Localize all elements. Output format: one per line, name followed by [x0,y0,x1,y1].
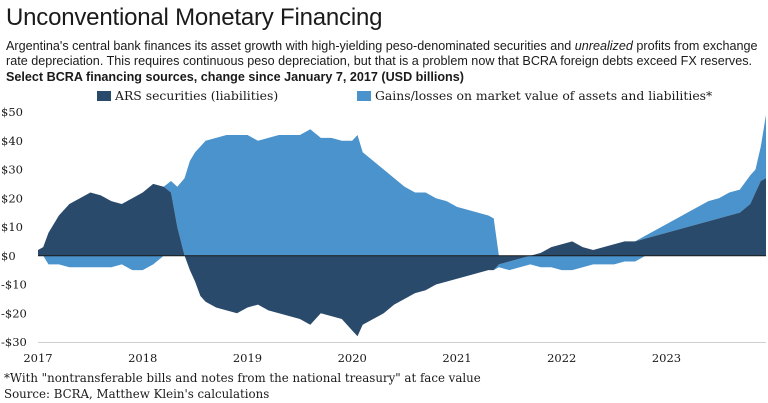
y-axis: -$30 -$20 -$10 $0 $10 $20 $30 $40 $50 [1,105,27,349]
x-tick-label: 2017 [23,351,52,365]
legend-label-gains: Gains/losses on market value of assets a… [375,88,712,103]
subtitle-text-1: Argentina's central bank finances its as… [6,39,575,53]
y-tick-label: $50 [1,105,23,119]
x-tick-label: 2019 [233,351,262,365]
x-tick-label: 2022 [547,351,576,365]
y-tick-label: -$20 [1,306,27,320]
chart-subtitle: Argentina's central bank finances its as… [6,39,762,69]
subtitle-emphasis: unrealized [574,39,633,53]
area-gains-positive [38,114,766,256]
x-tick-label: 2018 [128,351,157,365]
x-axis: 2017 2018 2019 2020 2021 2022 2023 [23,351,681,365]
legend-swatch-ars [97,91,111,101]
legend-label-ars: ARS securities (liabilities) [114,88,278,103]
area-ars-negative [38,255,766,337]
y-tick-label: $0 [1,249,16,263]
x-tick-label: 2023 [652,351,681,365]
legend-swatch-gains [357,91,371,101]
legend: ARS securities (liabilities) Gains/losse… [97,88,712,103]
y-tick-label: $30 [1,163,23,177]
x-tick-label: 2020 [338,351,367,365]
y-tick-label: -$10 [1,278,27,292]
subtitle-text-2: profits from exchange rate depreciation.… [6,39,758,68]
plot-area [38,114,766,343]
chart-area: ARS securities (liabilities) Gains/losse… [1,88,766,365]
y-tick-label: $10 [1,220,23,234]
chart-title: Unconventional Monetary Financing [6,4,383,31]
area-gains-negative [38,255,766,337]
chart-heading: Select BCRA financing sources, change si… [6,70,464,84]
source-note: Source: BCRA, Matthew Klein's calculatio… [4,387,270,401]
area-ars-positive [38,178,766,256]
footnote: *With "nontransferable bills and notes f… [4,371,481,385]
x-tick-label: 2021 [442,351,471,365]
y-tick-label: -$30 [1,335,27,349]
y-tick-label: $40 [1,134,23,148]
y-tick-label: $20 [1,191,23,205]
